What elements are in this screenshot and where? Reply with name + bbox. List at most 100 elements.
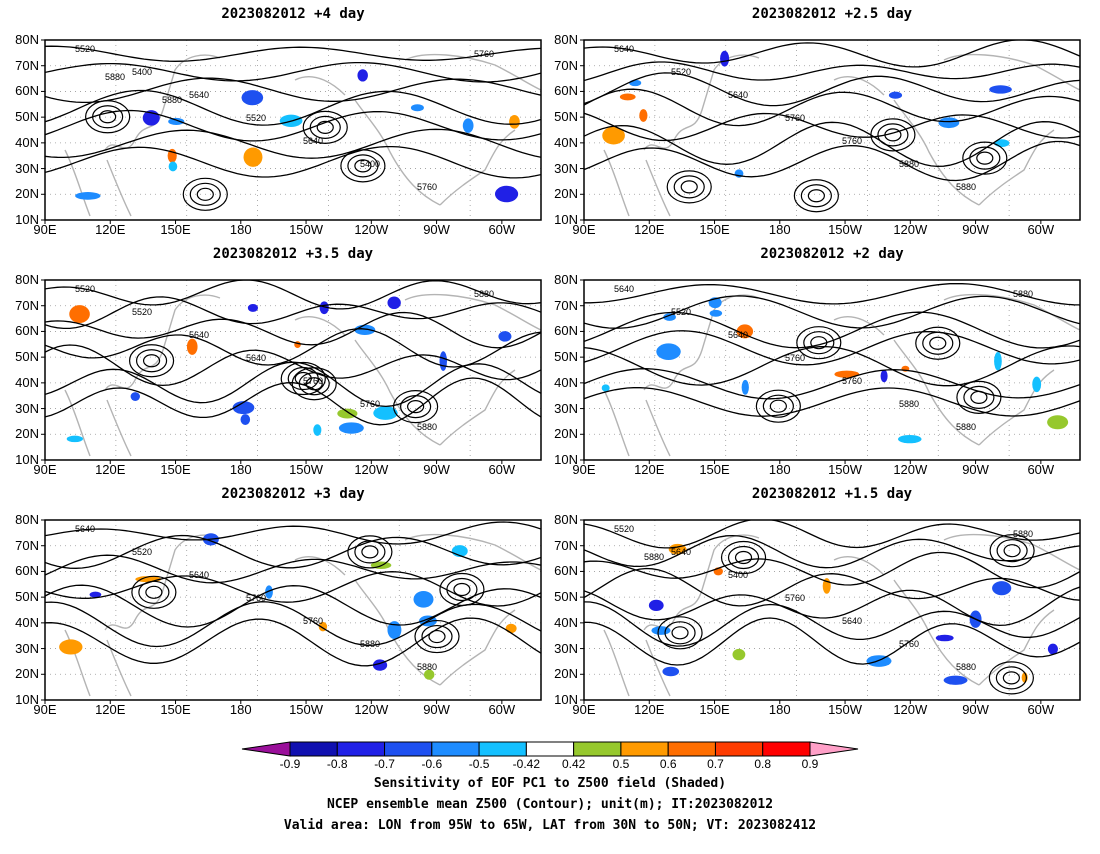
coastline	[603, 389, 630, 457]
lat-label: 60N	[554, 563, 578, 579]
lat-label: 30N	[554, 400, 578, 416]
contour-label: 5880	[644, 552, 664, 562]
coastline	[893, 99, 980, 206]
coastline	[833, 76, 885, 96]
map-content: 5640 5520 5640 5760 5760 5880 5880	[584, 40, 1080, 220]
contour-label: 5640	[614, 44, 634, 54]
sensitivity-patch	[240, 414, 251, 425]
coastline	[354, 339, 441, 446]
contour-line	[45, 45, 541, 62]
contour-closed	[769, 399, 787, 413]
lat-label: 60N	[15, 563, 39, 579]
panel-5: 5640 5520 5640 5760 5760 5880 5880	[41, 519, 542, 704]
contour-label: 5880	[956, 182, 976, 192]
sensitivity-patch	[888, 91, 903, 99]
sensitivity-patch	[898, 434, 922, 444]
coastline	[645, 399, 671, 457]
lon-label: 180	[768, 702, 791, 717]
coastline	[64, 629, 91, 697]
contour-line	[45, 89, 541, 126]
colorbar-box	[714, 741, 764, 757]
contour-closed	[969, 146, 1001, 170]
coastline	[833, 556, 885, 576]
contour-line	[584, 88, 1080, 127]
contour-line	[584, 387, 1080, 417]
sensitivity-patch	[629, 79, 642, 87]
contour-label: 5760	[842, 136, 862, 146]
lon-label: 120W	[893, 462, 928, 477]
lon-label: 180	[768, 462, 791, 477]
colorbar-box	[525, 741, 575, 757]
contour-line	[584, 520, 1080, 549]
colorbar-box	[667, 741, 716, 757]
lat-label: 40N	[554, 614, 578, 630]
contour-label: 5640	[303, 136, 323, 146]
contour-closed	[294, 371, 312, 386]
sensitivity-patch	[186, 338, 198, 355]
colorbar-tick-label: 0.42	[561, 757, 586, 771]
map-background	[45, 40, 541, 220]
lon-label: 90W	[423, 222, 450, 237]
contour-closed	[309, 115, 341, 139]
lon-label: 180	[229, 222, 252, 237]
lat-label: 60N	[15, 323, 39, 339]
lon-label: 180	[768, 222, 791, 237]
colorbar-box	[336, 741, 386, 757]
coastline	[354, 99, 441, 206]
coastline	[64, 149, 91, 217]
contour-closed	[956, 380, 1002, 414]
contour-label: 5760	[785, 593, 805, 603]
sensitivity-patch	[732, 648, 746, 661]
colorbar-tick-label: 0.6	[659, 757, 677, 771]
contour-closed	[673, 175, 705, 199]
lat-label: 20N	[15, 186, 39, 202]
coastline	[404, 53, 541, 91]
contour-closed	[138, 580, 170, 604]
sensitivity-patch	[413, 590, 434, 608]
coastline	[64, 389, 91, 457]
lon-label: 60W	[488, 462, 516, 477]
contour-label: 5520	[671, 307, 691, 317]
contour-label: 5520	[75, 44, 95, 54]
map-frame	[583, 519, 1081, 701]
lon-label: 120W	[354, 222, 389, 237]
sensitivity-patch	[168, 161, 178, 172]
map-frame	[44, 519, 542, 701]
contour-label: 5880	[105, 72, 125, 82]
contour-closed	[453, 582, 471, 597]
contour-line	[584, 368, 1080, 400]
sensitivity-patch	[994, 351, 1002, 371]
map-content: 5520 5400 5640 5520 5640 5400 5760 5760 5880 5880	[45, 40, 541, 220]
sensitivity-patch	[66, 435, 83, 443]
contour-line	[45, 554, 541, 584]
contour-line	[584, 534, 1080, 569]
contour-line	[45, 296, 541, 330]
contour-closed	[287, 366, 319, 391]
colorbar-box	[573, 741, 622, 757]
lat-label: 70N	[554, 57, 578, 73]
contour-closed	[810, 336, 828, 350]
contour-label: 5880	[360, 639, 380, 649]
lat-label: 30N	[15, 400, 39, 416]
coastline	[978, 129, 1055, 206]
map-content: 5640 5520 5640 5760 5760 5880 5880 5880	[584, 280, 1080, 460]
sensitivity-patch	[656, 343, 681, 360]
lon-label: 180	[229, 702, 252, 717]
colorbar-tick-label: 0.8	[754, 757, 772, 771]
lat-label: 80N	[15, 32, 39, 47]
sensitivity-patch	[935, 634, 954, 642]
contour-label: 5880	[474, 289, 494, 299]
colorbar-tick-label: -0.6	[421, 757, 443, 771]
contour-closed	[884, 128, 902, 142]
coastline	[643, 54, 760, 151]
contour-closed	[347, 154, 379, 178]
lon-label: 60W	[1027, 462, 1055, 477]
sensitivity-patch	[337, 408, 358, 419]
contour-label: 5760	[303, 616, 323, 626]
lon-label: 150W	[828, 222, 863, 237]
panel-title: 2023082012 +2 day	[760, 246, 904, 262]
contour-line	[584, 40, 1080, 68]
contour-closed	[915, 326, 961, 360]
